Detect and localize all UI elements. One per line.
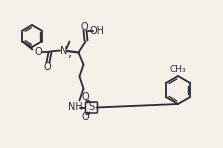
Text: S: S [88, 103, 95, 112]
Text: OH: OH [90, 25, 105, 36]
Text: O: O [82, 92, 89, 103]
FancyBboxPatch shape [85, 102, 97, 113]
Text: O: O [44, 62, 51, 72]
Text: O: O [81, 22, 88, 32]
Text: ,: , [68, 46, 72, 59]
Text: NH: NH [68, 103, 83, 112]
Text: CH₃: CH₃ [170, 65, 186, 74]
Text: O: O [35, 46, 42, 57]
Text: N: N [60, 45, 67, 56]
Text: O: O [82, 112, 89, 123]
